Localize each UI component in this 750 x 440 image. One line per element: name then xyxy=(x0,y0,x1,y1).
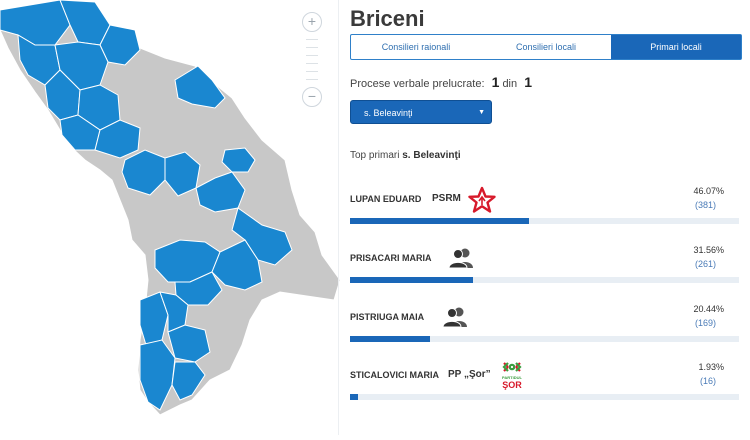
zoom-out-button[interactable]: − xyxy=(302,87,322,107)
candidate-bar-fill xyxy=(350,218,530,224)
partidul-sor-logo-icon: PARTIDUL ŞOR xyxy=(502,362,523,390)
tab-consilieri-raionali[interactable]: Consilieri raionali xyxy=(381,42,451,52)
results-panel: Briceni Consilieri raionali Consilieri l… xyxy=(350,0,742,400)
tab-primari-locali[interactable]: Primari locali xyxy=(611,35,741,59)
map-district-cahul[interactable] xyxy=(139,339,176,411)
top-locality: s. Beleavinţi xyxy=(402,150,461,161)
person-group-icon xyxy=(448,248,473,269)
candidate-bar xyxy=(350,336,739,342)
candidate-party: PP „Şor” xyxy=(448,369,491,380)
zoom-slider-tick[interactable] xyxy=(306,39,318,40)
processed-label: Procese verbale prelucrate: xyxy=(350,78,485,90)
candidate-name: PRISACARI MARIA xyxy=(350,253,432,263)
page-title: Briceni xyxy=(350,6,425,31)
map-district-criuleni[interactable] xyxy=(195,171,246,213)
zoom-slider-tick[interactable] xyxy=(306,47,318,48)
candidate-votes: (381) xyxy=(694,200,716,210)
tab-consilieri-locali[interactable]: Consilieri locali xyxy=(515,42,577,52)
svg-text:ŞOR: ŞOR xyxy=(502,380,522,390)
candidate-name: LUPAN EDUARD xyxy=(350,194,422,204)
candidate-row: PISTRIUGA MAIA 20.44% (169) xyxy=(350,304,742,352)
candidate-bar-fill xyxy=(350,277,473,283)
map-district-taraclia[interactable] xyxy=(171,361,206,401)
candidate-name: PISTRIUGA MAIA xyxy=(350,312,425,322)
map-district-anenii-noi[interactable] xyxy=(231,207,293,266)
processed-total: 1 xyxy=(524,74,532,90)
caret-down-icon: ▼ xyxy=(478,109,485,116)
panel-divider xyxy=(338,0,339,435)
candidate-name: STICALOVICI MARIA xyxy=(350,370,439,380)
map-zoom-controls: + − xyxy=(302,12,322,107)
top-candidates-heading: Top primari s. Beleavinţi xyxy=(350,150,461,161)
candidate-bar xyxy=(350,218,739,224)
candidate-bar xyxy=(350,277,739,283)
top-label: Top primari xyxy=(350,150,400,161)
candidate-row: PRISACARI MARIA 31.56% (261) xyxy=(350,245,742,293)
map-district-singerei[interactable] xyxy=(94,119,141,159)
zoom-slider-tick[interactable] xyxy=(306,63,318,64)
candidate-row: LUPAN EDUARD PSRM 46.07% (381) xyxy=(350,186,742,234)
candidate-votes: (16) xyxy=(699,376,716,386)
moldova-map[interactable] xyxy=(0,0,341,435)
candidate-percent: 1.93% xyxy=(698,362,724,372)
zoom-in-button[interactable]: + xyxy=(302,12,322,32)
candidate-percent: 31.56% xyxy=(693,245,724,255)
candidate-bar-fill xyxy=(350,394,358,400)
moldova-map-panel: + − xyxy=(0,0,341,435)
election-type-tabs: Consilieri raionali Consilieri locali Pr… xyxy=(350,34,742,60)
svg-text:PARTIDUL: PARTIDUL xyxy=(502,375,522,380)
candidate-bar xyxy=(350,394,739,400)
zoom-slider-tick[interactable] xyxy=(306,71,318,72)
candidate-percent: 46.07% xyxy=(693,186,724,196)
zoom-slider-tick[interactable] xyxy=(306,79,318,80)
processed-separator: din xyxy=(502,78,518,90)
psrm-star-logo-icon xyxy=(468,186,496,213)
candidate-bar-fill xyxy=(350,336,430,342)
map-district-telenesti[interactable] xyxy=(121,149,166,196)
processed-count: 1 xyxy=(491,74,500,90)
candidate-percent: 20.44% xyxy=(693,304,724,314)
locality-select[interactable]: s. Beleavinţi ▼ xyxy=(350,100,492,124)
map-district-rezina[interactable] xyxy=(221,147,256,173)
candidate-votes: (261) xyxy=(694,259,716,269)
candidate-votes: (169) xyxy=(694,318,716,328)
processed-reports: Procese verbale prelucrate: 1 din 1 xyxy=(350,74,532,90)
candidate-party: PSRM xyxy=(432,193,461,204)
person-group-icon xyxy=(442,307,467,328)
locality-select-value: s. Beleavinţi xyxy=(364,108,413,118)
zoom-slider-tick[interactable] xyxy=(306,55,318,56)
candidate-row: STICALOVICI MARIA PP „Şor” PARTIDUL ŞOR … xyxy=(350,362,742,410)
map-district-soroca[interactable] xyxy=(174,65,226,109)
map-district-causeni[interactable] xyxy=(211,239,263,291)
